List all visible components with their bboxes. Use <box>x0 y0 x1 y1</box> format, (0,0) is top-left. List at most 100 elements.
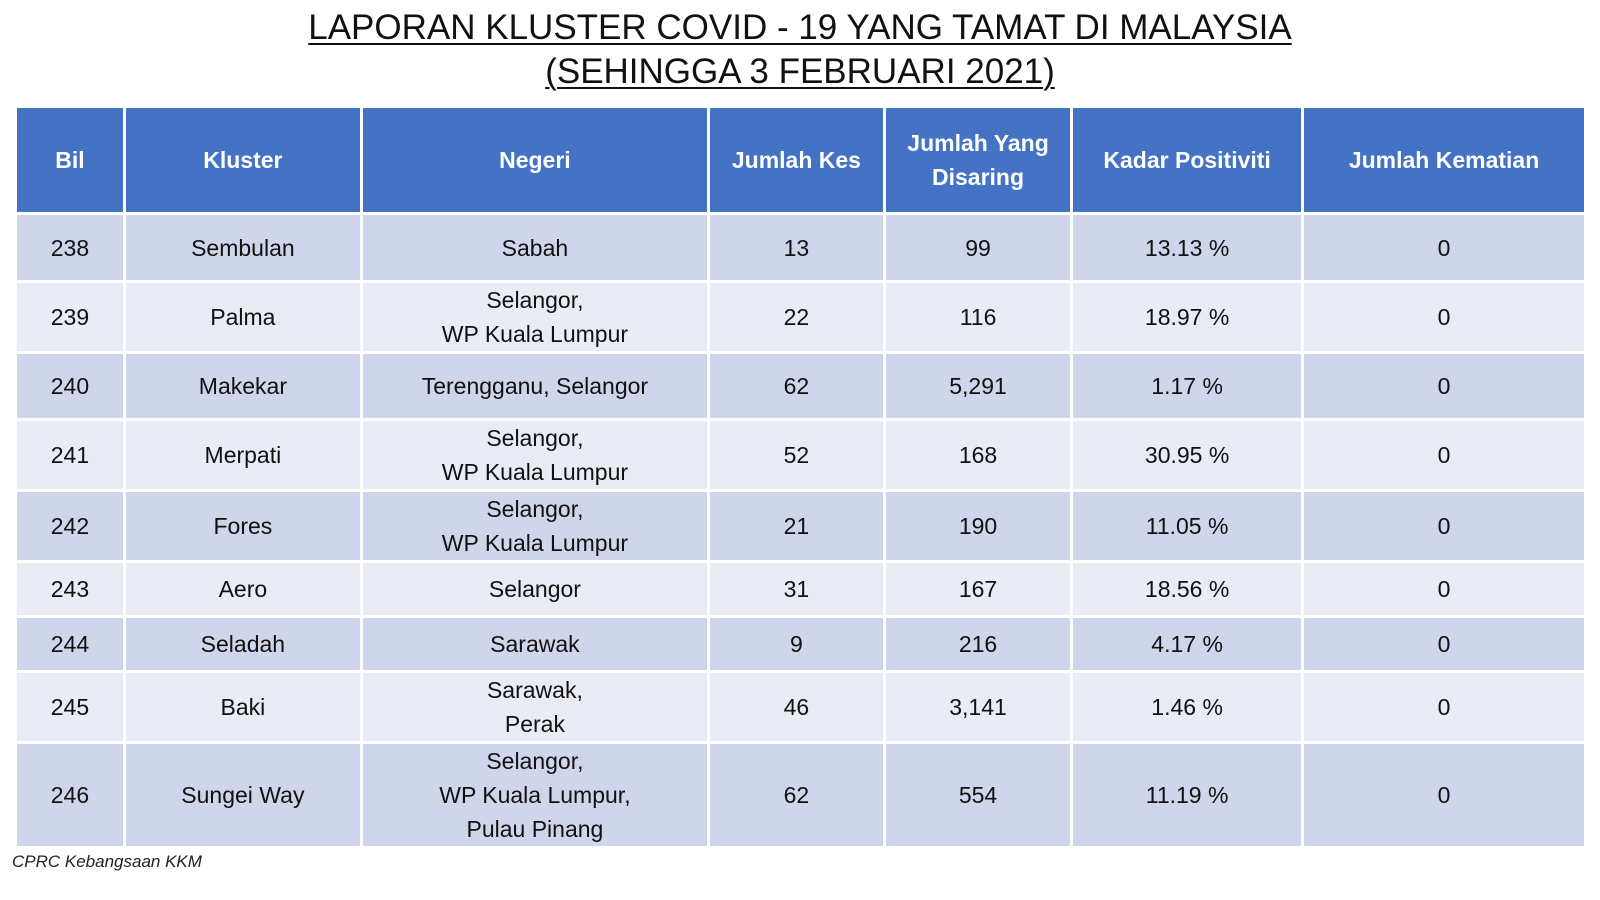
cell-jumlah-disaring: 168 <box>885 421 1071 489</box>
cell-bil: 241 <box>17 421 123 489</box>
table-row: 241 Merpati Selangor, WP Kuala Lumpur 52 168 3… <box>17 421 1584 489</box>
cell-bil: 242 <box>17 492 123 560</box>
table-row: 238 Sembulan Sabah 13 99 13.13 % 0 <box>17 215 1584 280</box>
header-jumlah-disaring-line-1: Jumlah Yang <box>907 130 1049 156</box>
cell-negeri: Terengganu, Selangor <box>362 354 707 418</box>
cell-negeri: Selangor, WP Kuala Lumpur, Pulau Pinang <box>362 744 707 846</box>
cell-jumlah-disaring: 5,291 <box>885 354 1071 418</box>
cell-jumlah-disaring: 554 <box>885 744 1071 846</box>
cell-jumlah-kematian: 0 <box>1304 563 1584 615</box>
cell-jumlah-disaring: 99 <box>885 215 1071 280</box>
cell-kadar-positiviti: 18.56 % <box>1073 563 1302 615</box>
negeri-line: Selangor, <box>486 287 584 313</box>
cell-jumlah-kematian: 0 <box>1304 354 1584 418</box>
cell-negeri: Selangor, WP Kuala Lumpur <box>362 421 707 489</box>
table-row: 243 Aero Selangor 31 167 18.56 % 0 <box>17 563 1584 615</box>
cell-kluster: Sembulan <box>125 215 360 280</box>
cell-jumlah-kematian: 0 <box>1304 492 1584 560</box>
header-bil: Bil <box>17 108 123 212</box>
header-jumlah-kematian: Jumlah Kematian <box>1304 108 1584 212</box>
cell-negeri: Sarawak, Perak <box>362 673 707 741</box>
negeri-line: WP Kuala Lumpur <box>441 321 629 347</box>
cell-negeri: Sarawak <box>362 618 707 670</box>
cell-jumlah-kematian: 0 <box>1304 618 1584 670</box>
cell-bil: 246 <box>17 744 123 846</box>
negeri-line: Selangor, <box>486 748 584 774</box>
cell-jumlah-kes: 31 <box>709 563 883 615</box>
cell-jumlah-disaring: 216 <box>885 618 1071 670</box>
cell-bil: 238 <box>17 215 123 280</box>
cell-bil: 240 <box>17 354 123 418</box>
cell-kadar-positiviti: 1.46 % <box>1073 673 1302 741</box>
table-row: 242 Fores Selangor, WP Kuala Lumpur 21 190 11.… <box>17 492 1584 560</box>
cell-kadar-positiviti: 11.05 % <box>1073 492 1302 560</box>
title-line-1: LAPORAN KLUSTER COVID - 19 YANG TAMAT DI… <box>308 8 1292 47</box>
cluster-table: Bil Kluster Negeri Jumlah Kes Jumlah Yan… <box>14 105 1587 849</box>
table-row: 245 Baki Sarawak, Perak 46 3,141 1.46 % 0 <box>17 673 1584 741</box>
negeri-line: Terengganu, Selangor <box>421 373 649 399</box>
negeri-line: WP Kuala Lumpur, <box>439 782 631 808</box>
negeri-line: Selangor, <box>486 425 584 451</box>
cell-negeri: Sabah <box>362 215 707 280</box>
header-kluster: Kluster <box>125 108 360 212</box>
cell-jumlah-disaring: 3,141 <box>885 673 1071 741</box>
header-jumlah-disaring: Jumlah Yang Disaring <box>885 108 1071 212</box>
cell-jumlah-kes: 46 <box>709 673 883 741</box>
cell-jumlah-disaring: 190 <box>885 492 1071 560</box>
cell-kadar-positiviti: 11.19 % <box>1073 744 1302 846</box>
cell-negeri: Selangor <box>362 563 707 615</box>
cell-kluster: Palma <box>125 283 360 351</box>
cell-kluster: Sungei Way <box>125 744 360 846</box>
negeri-line: WP Kuala Lumpur <box>441 530 629 556</box>
header-jumlah-disaring-line-2: Disaring <box>932 164 1025 190</box>
cell-kadar-positiviti: 1.17 % <box>1073 354 1302 418</box>
negeri-line: Sabah <box>501 234 569 261</box>
header-kadar-positiviti: Kadar Positiviti <box>1073 108 1302 212</box>
title-line-2: (SEHINGGA 3 FEBRUARI 2021) <box>545 52 1055 91</box>
negeri-line: Selangor, <box>486 496 584 522</box>
cell-kluster: Makekar <box>125 354 360 418</box>
cell-kadar-positiviti: 18.97 % <box>1073 283 1302 351</box>
table-row: 239 Palma Selangor, WP Kuala Lumpur 22 116 18.… <box>17 283 1584 351</box>
table-row: 244 Seladah Sarawak 9 216 4.17 % 0 <box>17 618 1584 670</box>
cell-jumlah-kes: 62 <box>709 744 883 846</box>
cell-kluster: Seladah <box>125 618 360 670</box>
cell-jumlah-kematian: 0 <box>1304 744 1584 846</box>
cell-jumlah-kematian: 0 <box>1304 283 1584 351</box>
cell-kluster: Fores <box>125 492 360 560</box>
source-footer: CPRC Kebangsaan KKM <box>12 852 202 871</box>
cell-negeri: Selangor, WP Kuala Lumpur <box>362 283 707 351</box>
negeri-line: Sarawak, <box>486 677 583 703</box>
cell-jumlah-kes: 62 <box>709 354 883 418</box>
cell-jumlah-kematian: 0 <box>1304 673 1584 741</box>
cell-jumlah-kematian: 0 <box>1304 421 1584 489</box>
cell-bil: 239 <box>17 283 123 351</box>
header-jumlah-kes: Jumlah Kes <box>709 108 883 212</box>
negeri-line: Perak <box>504 711 565 737</box>
negeri-line: Pulau Pinang <box>466 816 604 842</box>
table-header-row: Bil Kluster Negeri Jumlah Kes Jumlah Yan… <box>17 108 1584 212</box>
cell-bil: 245 <box>17 673 123 741</box>
cluster-table-container: Bil Kluster Negeri Jumlah Kes Jumlah Yan… <box>17 108 1584 846</box>
cell-jumlah-disaring: 116 <box>885 283 1071 351</box>
page-title: LAPORAN KLUSTER COVID - 19 YANG TAMAT DI… <box>0 6 1600 94</box>
cell-kadar-positiviti: 30.95 % <box>1073 421 1302 489</box>
cell-kadar-positiviti: 4.17 % <box>1073 618 1302 670</box>
cell-jumlah-kes: 22 <box>709 283 883 351</box>
cell-kadar-positiviti: 13.13 % <box>1073 215 1302 280</box>
negeri-line: Selangor <box>488 576 581 602</box>
cell-jumlah-disaring: 167 <box>885 563 1071 615</box>
table-body: 238 Sembulan Sabah 13 99 13.13 % 0 239 Palma Sela… <box>17 215 1584 846</box>
header-negeri: Negeri <box>362 108 707 212</box>
negeri-line: WP Kuala Lumpur <box>441 459 629 485</box>
cell-jumlah-kes: 21 <box>709 492 883 560</box>
cell-jumlah-kematian: 0 <box>1304 215 1584 280</box>
cell-kluster: Baki <box>125 673 360 741</box>
cell-jumlah-kes: 13 <box>709 215 883 280</box>
cell-kluster: Merpati <box>125 421 360 489</box>
cell-jumlah-kes: 9 <box>709 618 883 670</box>
cell-bil: 244 <box>17 618 123 670</box>
cell-jumlah-kes: 52 <box>709 421 883 489</box>
table-row: 246 Sungei Way Selangor, WP Kuala Lumpur, Pu… <box>17 744 1584 846</box>
cell-bil: 243 <box>17 563 123 615</box>
